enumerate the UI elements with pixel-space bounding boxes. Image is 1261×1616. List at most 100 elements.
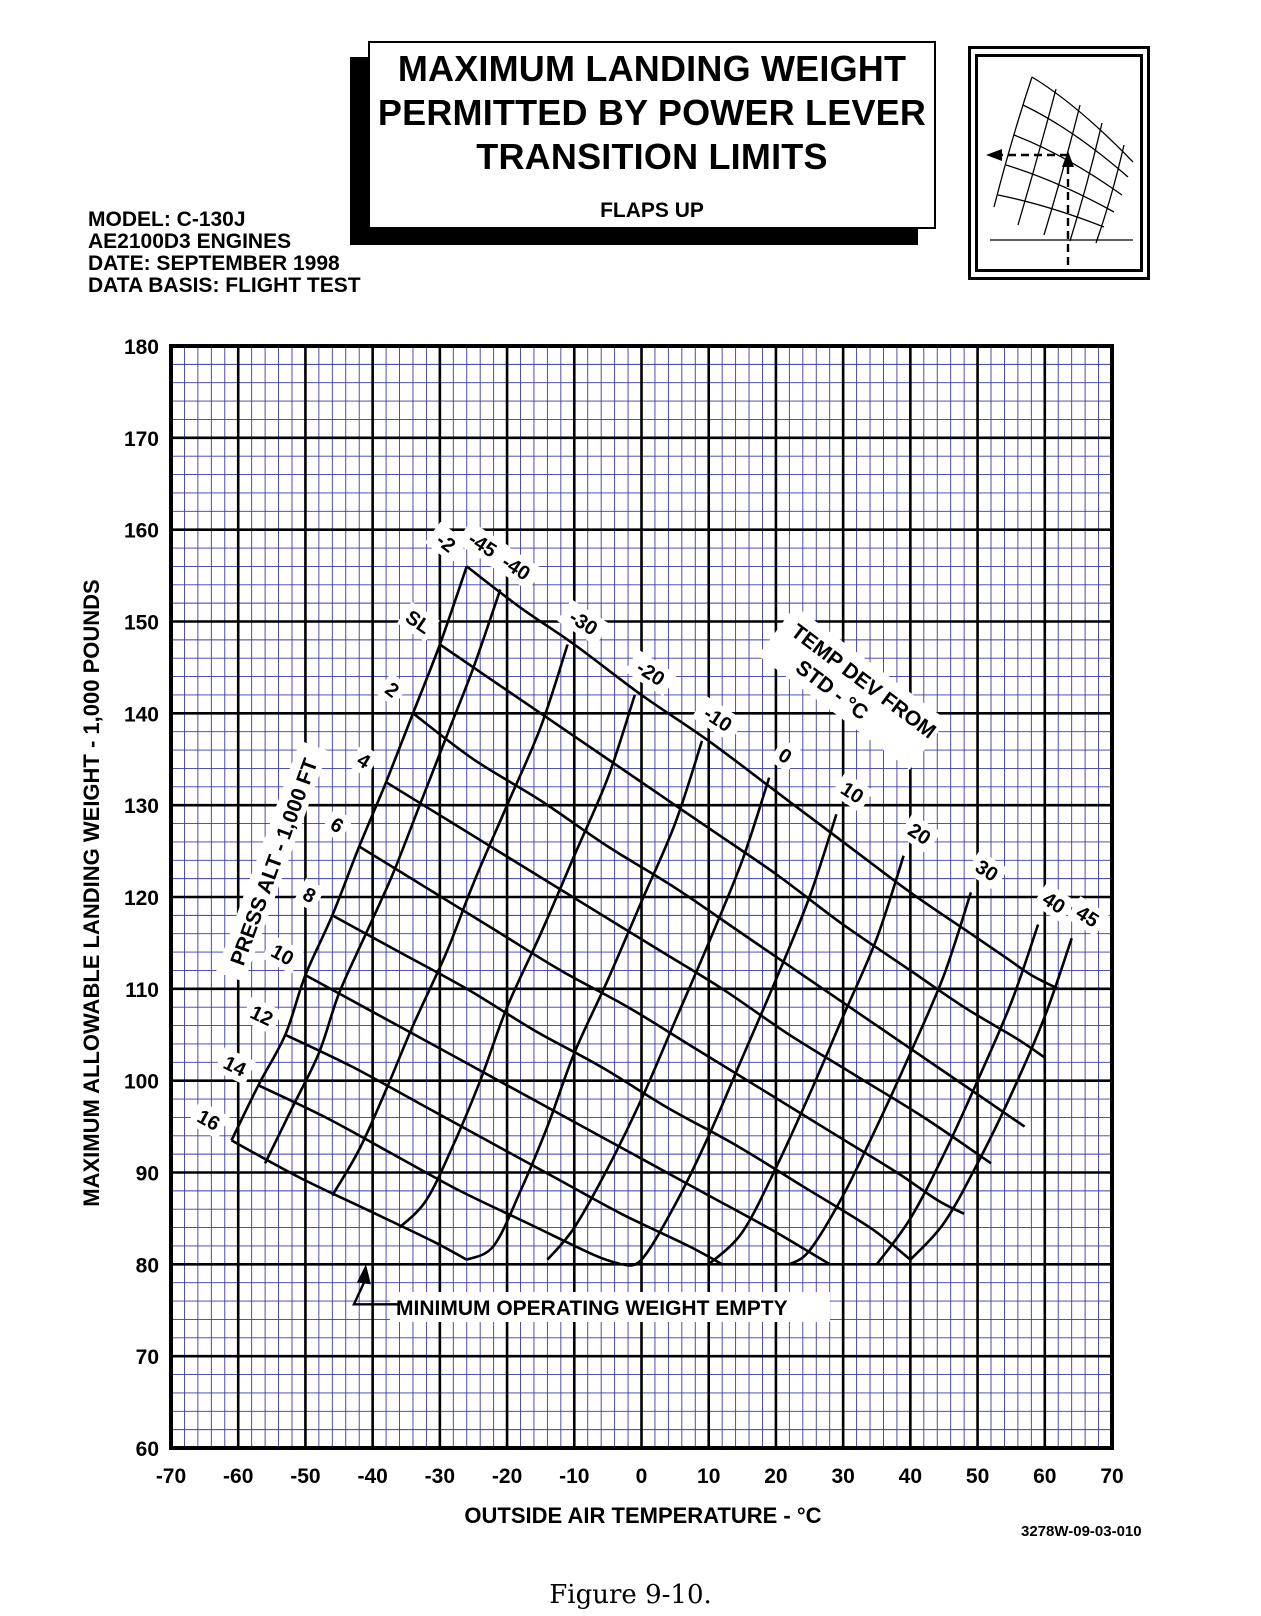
press-alt-curve-label-bg xyxy=(347,743,381,778)
temp-dev-curve-label-bg xyxy=(489,543,543,591)
press-alt-curve xyxy=(257,1084,622,1266)
temp-dev-curve xyxy=(621,813,838,1267)
x-tick-label: 40 xyxy=(899,1465,922,1488)
temp-dev-curve-label-bg xyxy=(557,599,610,646)
y-tick-label: 70 xyxy=(136,1346,159,1369)
x-tick-label: 20 xyxy=(764,1465,787,1488)
press-alt-curve-label-group: -2 xyxy=(424,521,468,564)
x-tick-labels: -70 -60 -50 -40 -30 -20 -10 0 10 20 30 40 50 60 70 xyxy=(156,1465,1124,1488)
temp-dev-curve-label-group: 0 xyxy=(768,738,802,773)
press-alt-curve-label-bg xyxy=(213,1046,256,1086)
annotation-arrow-icon xyxy=(356,1264,371,1285)
press-alt-curve xyxy=(439,643,1046,1059)
y-tick-label: 90 xyxy=(136,1163,159,1186)
model-label: MODEL: C-130J xyxy=(88,208,246,231)
temp-dev-curve xyxy=(398,694,637,1229)
press-alt-curve-label-bg xyxy=(261,935,304,975)
y-tick-label: 60 xyxy=(136,1438,159,1461)
x-tick-label: 10 xyxy=(697,1465,720,1488)
temp-dev-curve-label-group: 10 xyxy=(831,772,874,813)
x-tick-label: -40 xyxy=(357,1465,387,1488)
temp-dev-curve-label-bg xyxy=(1032,882,1076,923)
temp-dev-curve-label-bg xyxy=(831,772,874,813)
annotation-bg xyxy=(390,1292,830,1322)
temp-dev-curve-label-bg xyxy=(768,738,802,773)
y-tick-labels: 60 70 80 90 100 110 120 130 140 150 160 170 180 xyxy=(124,336,159,1461)
y-tick-label: 170 xyxy=(124,428,159,451)
temp-dev-curve xyxy=(230,565,468,1141)
date-label: DATE: SEPTEMBER 1998 xyxy=(88,252,340,275)
press-alt-curve-label-group: 16 xyxy=(187,1100,230,1140)
press-alt-curve xyxy=(412,712,1026,1128)
figure-caption: Figure 9-10. xyxy=(549,1580,712,1610)
temp-dev-curve-label-bg xyxy=(691,695,745,743)
press-alt-curve xyxy=(304,973,831,1266)
engine-label: AE2100D3 ENGINES xyxy=(88,230,292,253)
chart-curves xyxy=(230,565,1073,1267)
press-alt-curve-label-bg xyxy=(187,1100,230,1140)
press-alt-curve-label-group: 12 xyxy=(240,996,283,1035)
press-alt-curve-label-bg xyxy=(397,601,440,643)
chart-guide-frame xyxy=(968,46,1150,280)
x-tick-label: 50 xyxy=(966,1465,989,1488)
y-tick-label: 80 xyxy=(136,1254,159,1277)
x-tick-label: -10 xyxy=(559,1465,589,1488)
annotation-leader xyxy=(352,1277,398,1306)
press-alt-curve xyxy=(385,781,992,1165)
press-alt-curve-label-group: 10 xyxy=(261,935,304,975)
press-alt-curve xyxy=(465,565,1059,990)
press-alt-curve xyxy=(331,914,912,1261)
title-box: MAXIMUM LANDING WEIGHT PERMITTED BY POWE… xyxy=(368,41,936,229)
temp-dev-curve-label-bg xyxy=(1066,896,1110,937)
x-tick-label: -60 xyxy=(223,1465,253,1488)
title-line-2: PERMITTED BY POWER LEVER xyxy=(377,92,927,133)
temp-dev-curve xyxy=(875,924,1040,1266)
temp-dev-curve-label-bg xyxy=(624,649,678,697)
minimum-operating-weight-label: MINIMUM OPERATING WEIGHT EMPTY xyxy=(396,1297,788,1320)
y-axis-label: MAXIMUM ALLOWABLE LANDING WEIGHT - 1,000… xyxy=(79,579,104,1206)
x-tick-label: 60 xyxy=(1033,1465,1056,1488)
chart-guide-inner-frame xyxy=(975,54,1143,272)
x-tick-label: -70 xyxy=(156,1465,186,1488)
chart-id: 3278W-09-03-010 xyxy=(1021,1523,1142,1540)
curve-labels: -2SL246810121416-45-40-30-20-10010203040… xyxy=(187,520,1110,1140)
y-tick-label: 130 xyxy=(124,795,159,818)
chart-guide-icon xyxy=(986,76,1134,265)
y-tick-label: 100 xyxy=(124,1071,159,1094)
y-tick-label: 120 xyxy=(124,887,159,910)
temp-dev-curve-label-bg xyxy=(456,520,510,568)
x-tick-label: 70 xyxy=(1100,1465,1123,1488)
press-alt-curve-label-group: 6 xyxy=(320,808,354,842)
press-alt-curve-label-bg xyxy=(424,521,468,564)
press-alt-curve xyxy=(284,1033,723,1266)
press-alt-curve xyxy=(230,1139,468,1261)
chart-frame xyxy=(169,344,1114,1450)
y-tick-label: 180 xyxy=(124,336,159,359)
x-tick-label: -30 xyxy=(425,1465,455,1488)
temp-dev-curve xyxy=(466,740,704,1261)
press-alt-curve-label-group: 2 xyxy=(375,672,409,707)
temp-dev-curve-label-bg xyxy=(965,850,1009,891)
temp-dev-curve-label-bg xyxy=(898,813,941,854)
data-basis-label: DATA BASIS: FLIGHT TEST xyxy=(88,274,361,297)
temp-dev-curve-label-group: 30 xyxy=(965,850,1009,891)
temp-dev-curve-label-group: 20 xyxy=(898,813,941,854)
title-line-3: TRANSITION LIMITS xyxy=(476,136,828,177)
y-tick-label: 150 xyxy=(124,612,159,635)
press-alt-curve-label-group: 8 xyxy=(293,878,326,912)
press-alt-curve-label-group: 14 xyxy=(213,1046,256,1086)
press-alt-curve-label-bg xyxy=(320,808,354,842)
y-tick-label: 160 xyxy=(124,520,159,543)
temp-dev-curve xyxy=(909,937,1073,1261)
temp-dev-curve xyxy=(263,588,502,1164)
temp-dev-curve xyxy=(707,855,905,1266)
press-alt-curve-label-group: 4 xyxy=(347,743,381,778)
x-axis-label: OUTSIDE AIR TEMPERATURE - °C xyxy=(464,1503,821,1528)
press-alt-curve xyxy=(358,845,965,1215)
press-alt-curve-label-bg xyxy=(293,878,326,912)
x-tick-label: 30 xyxy=(831,1465,854,1488)
x-tick-label: 0 xyxy=(636,1465,648,1488)
press-alt-curve-label-group: SL xyxy=(397,601,440,643)
temp-dev-curve xyxy=(331,644,569,1197)
